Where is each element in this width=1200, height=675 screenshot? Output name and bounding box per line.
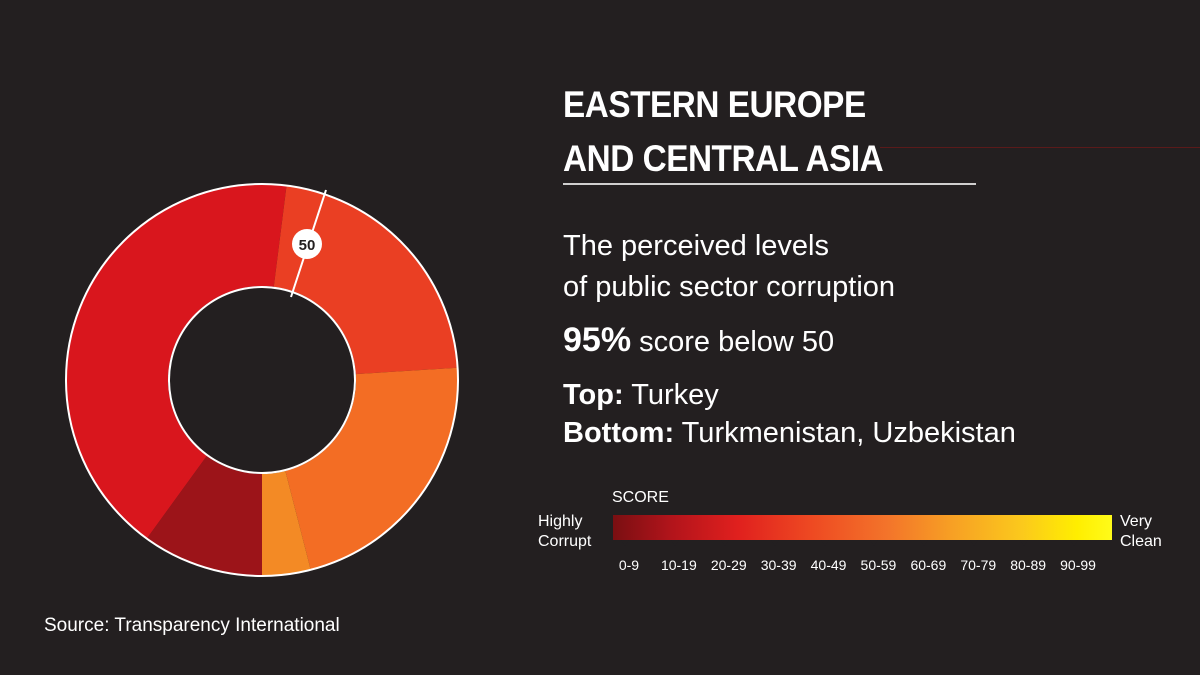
bottom-value: Turkmenistan, Uzbekistan bbox=[674, 417, 1016, 449]
donut-slice-20-29 bbox=[65, 184, 287, 539]
legend-left-line-2: Corrupt bbox=[538, 533, 592, 550]
scale-tick bbox=[720, 540, 729, 546]
subtitle-line-2: of public sector corruption bbox=[563, 271, 896, 303]
accent-line bbox=[880, 147, 1200, 148]
ranking-top: Top: Turkey bbox=[563, 376, 1016, 414]
donut-slices bbox=[65, 183, 459, 577]
score-label: SCORE bbox=[612, 489, 669, 506]
ranking-bottom: Bottom: Turkmenistan, Uzbekistan bbox=[563, 414, 1016, 452]
top-label: Top: bbox=[563, 379, 624, 411]
scale-range-70-79: 70-79 bbox=[960, 557, 997, 573]
stat-text: score below 50 bbox=[631, 326, 835, 358]
scale-range-30-39: 30-39 bbox=[760, 557, 797, 573]
scale-tick bbox=[1070, 540, 1079, 546]
bottom-label: Bottom: bbox=[563, 417, 675, 449]
source-note: Source: Transparency International bbox=[44, 615, 340, 636]
marker-label: 50 bbox=[299, 237, 316, 254]
scale-tick bbox=[1020, 540, 1029, 546]
legend-left-line-1: Highly bbox=[538, 513, 583, 530]
scale-range-90-99: 90-99 bbox=[1060, 557, 1096, 573]
stat-line: 95% score below 50 bbox=[563, 318, 834, 364]
scale-range-0-9: 0-9 bbox=[618, 557, 640, 573]
scale-range-50-59: 50-59 bbox=[860, 557, 897, 573]
donut-outline-outer bbox=[65, 183, 459, 577]
scale-tick bbox=[770, 540, 779, 546]
score-scale-bar bbox=[613, 515, 1112, 540]
subtitle-line-1: The perceived levels bbox=[563, 230, 829, 262]
title-line-2: AND CENTRAL ASIA bbox=[563, 138, 884, 179]
donut-slice-40-49 bbox=[285, 367, 458, 570]
donut-hole-fill bbox=[170, 288, 354, 472]
subtitle: The perceived levels of public sector co… bbox=[563, 226, 895, 308]
title-line-1: EASTERN EUROPE bbox=[563, 84, 866, 125]
legend-highly-corrupt: Highly Corrupt bbox=[538, 512, 591, 552]
scale-tick bbox=[820, 540, 829, 546]
scale-range-80-89: 80-89 bbox=[1010, 557, 1047, 573]
stat-percent: 95% bbox=[563, 321, 632, 359]
scale-tick bbox=[620, 540, 629, 546]
top-value: Turkey bbox=[623, 379, 719, 411]
marker-50: 50 bbox=[290, 189, 327, 298]
scale-tick bbox=[870, 540, 879, 546]
donut-chart: 50 bbox=[65, 183, 459, 577]
legend-very-clean: Very Clean bbox=[1120, 512, 1162, 552]
donut-slice-10-19 bbox=[146, 456, 262, 576]
page-title: EASTERN EUROPE AND CENTRAL ASIA bbox=[563, 78, 884, 186]
scale-range-20-29: 20-29 bbox=[710, 557, 747, 573]
scale-tick bbox=[970, 540, 979, 546]
legend-right-line-1: Very bbox=[1120, 513, 1153, 530]
marker-badge bbox=[292, 229, 322, 259]
scale-tick bbox=[670, 540, 679, 546]
title-underline bbox=[563, 183, 976, 185]
scale-range-60-69: 60-69 bbox=[910, 557, 947, 573]
scale-range-10-19: 10-19 bbox=[660, 557, 697, 573]
donut-slice-50-59 bbox=[262, 471, 311, 576]
scale-tick bbox=[920, 540, 929, 546]
donut-slice-30-39 bbox=[273, 185, 458, 375]
ranking: Top: Turkey Bottom: Turkmenistan, Uzbeki… bbox=[563, 376, 1016, 452]
scale-range-40-49: 40-49 bbox=[810, 557, 847, 573]
legend-right-line-2: Clean bbox=[1120, 533, 1162, 550]
